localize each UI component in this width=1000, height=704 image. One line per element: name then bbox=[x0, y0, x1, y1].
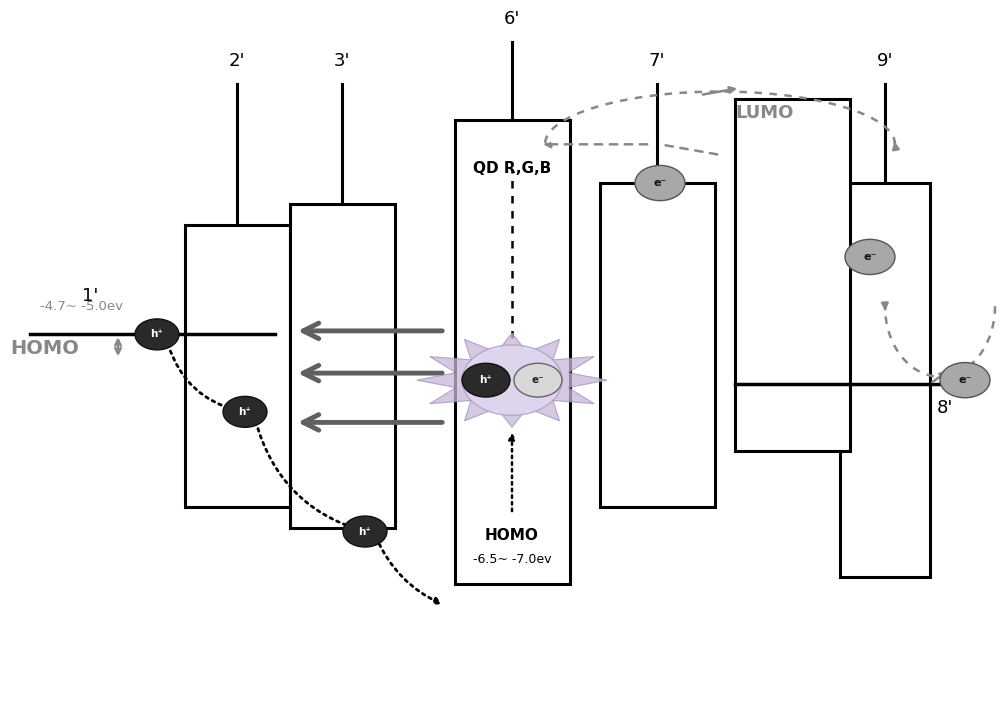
Circle shape bbox=[223, 396, 267, 427]
Text: h⁺: h⁺ bbox=[239, 407, 251, 417]
Text: 7': 7' bbox=[649, 52, 665, 70]
Bar bbox=[185, 225, 290, 507]
Text: -4.7~ -5.0ev: -4.7~ -5.0ev bbox=[40, 301, 123, 313]
Bar bbox=[840, 183, 930, 577]
Bar bbox=[290, 204, 395, 528]
Circle shape bbox=[940, 363, 990, 398]
Text: -6.5~ -7.0ev: -6.5~ -7.0ev bbox=[473, 553, 551, 566]
Text: e⁻: e⁻ bbox=[653, 178, 667, 188]
Circle shape bbox=[462, 345, 562, 415]
Circle shape bbox=[135, 319, 179, 350]
Circle shape bbox=[462, 363, 510, 397]
Text: 3': 3' bbox=[334, 52, 350, 70]
Bar bbox=[600, 183, 715, 507]
Circle shape bbox=[343, 516, 387, 547]
Circle shape bbox=[845, 239, 895, 275]
Circle shape bbox=[635, 165, 685, 201]
Text: h⁺: h⁺ bbox=[359, 527, 371, 536]
Text: e⁻: e⁻ bbox=[532, 375, 544, 385]
Text: HOMO: HOMO bbox=[485, 527, 539, 543]
Text: 1': 1' bbox=[82, 287, 98, 305]
Text: h⁺: h⁺ bbox=[480, 375, 492, 385]
Text: HOMO: HOMO bbox=[10, 339, 79, 358]
Text: 2': 2' bbox=[229, 52, 245, 70]
Text: 9': 9' bbox=[877, 52, 893, 70]
Circle shape bbox=[514, 363, 562, 397]
Text: h⁺: h⁺ bbox=[151, 329, 163, 339]
Polygon shape bbox=[417, 333, 607, 427]
Text: 8': 8' bbox=[937, 399, 953, 417]
Text: LUMO: LUMO bbox=[736, 103, 794, 122]
Text: e⁻: e⁻ bbox=[863, 252, 877, 262]
Text: e⁻: e⁻ bbox=[958, 375, 972, 385]
Bar bbox=[735, 99, 850, 451]
Text: QD R,G,B: QD R,G,B bbox=[473, 161, 551, 177]
Text: 6': 6' bbox=[504, 10, 520, 28]
Bar bbox=[455, 120, 570, 584]
